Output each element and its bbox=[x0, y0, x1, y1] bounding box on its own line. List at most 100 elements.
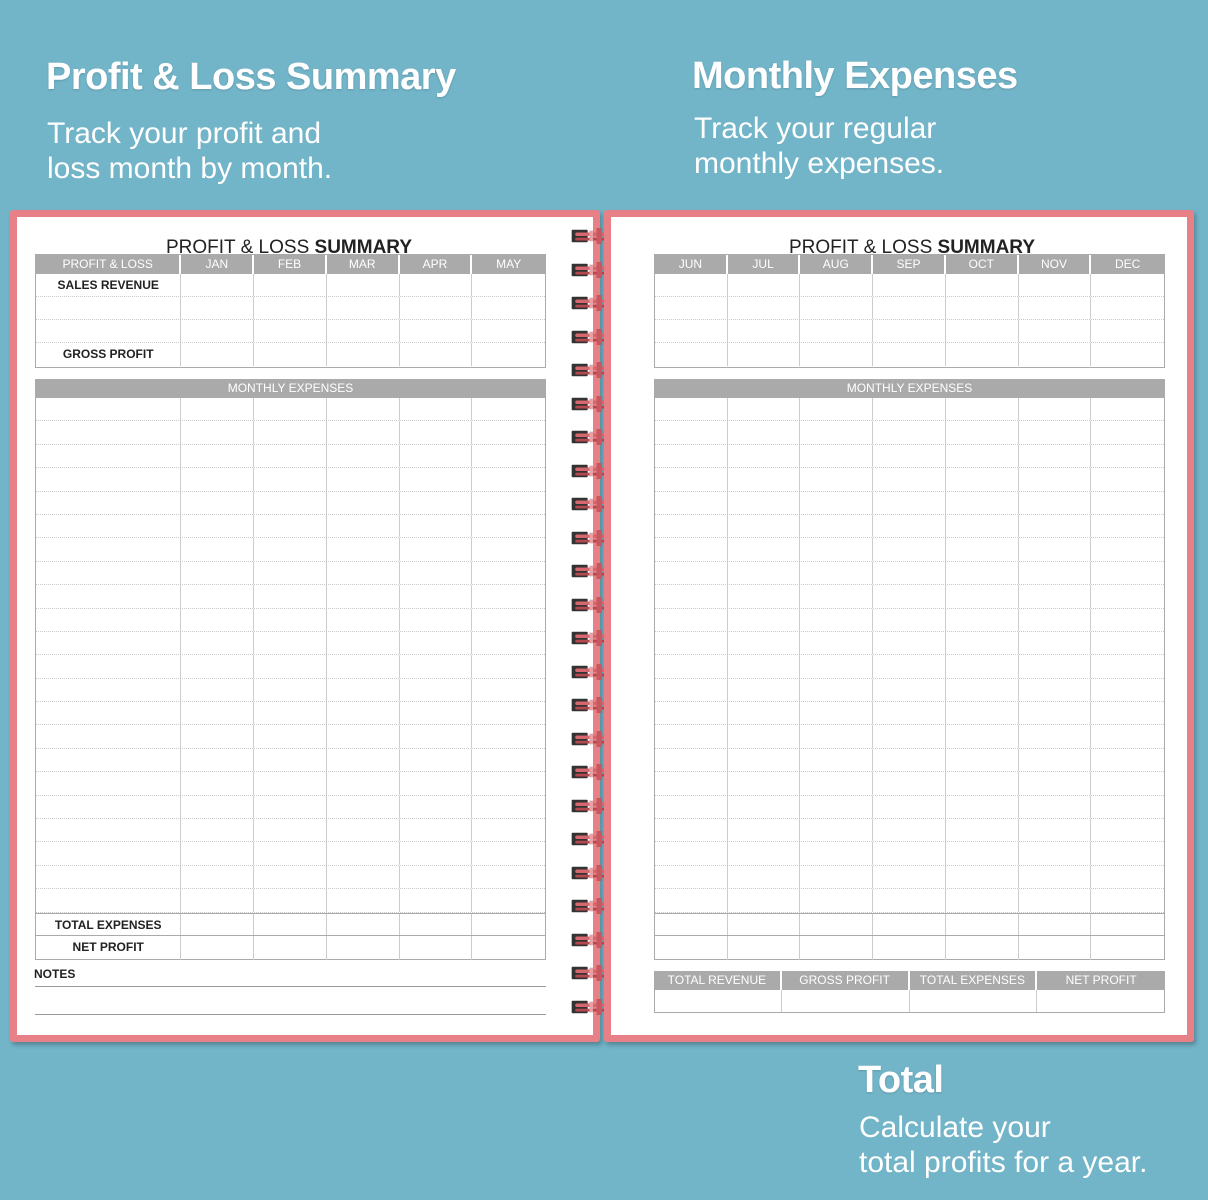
left-expense-cell[interactable] bbox=[181, 631, 255, 655]
right-expense-cell[interactable] bbox=[800, 655, 874, 678]
left-summary-cell[interactable] bbox=[254, 274, 327, 296]
left-expense-cell[interactable] bbox=[327, 468, 400, 491]
left-expense-cell[interactable] bbox=[327, 772, 400, 795]
left-expense-cell[interactable] bbox=[181, 889, 255, 912]
left-expense-cell[interactable] bbox=[472, 421, 545, 443]
left-expense-cell[interactable] bbox=[181, 561, 255, 585]
left-expense-cell[interactable] bbox=[400, 913, 473, 936]
right-expense-cell[interactable] bbox=[1019, 538, 1092, 561]
left-expense-cell[interactable] bbox=[400, 702, 473, 725]
right-expense-cell[interactable] bbox=[800, 608, 874, 631]
right-expense-cell[interactable] bbox=[728, 398, 801, 421]
right-expense-cell[interactable] bbox=[800, 561, 874, 585]
left-expense-cell[interactable] bbox=[327, 725, 400, 748]
left-expense-cell[interactable] bbox=[181, 421, 255, 444]
left-summary-cell[interactable] bbox=[254, 320, 327, 342]
left-expense-cell[interactable] bbox=[254, 561, 327, 585]
right-expense-cell[interactable] bbox=[1019, 444, 1092, 468]
left-expense-cell[interactable] bbox=[472, 445, 545, 467]
left-expense-cell[interactable] bbox=[327, 491, 400, 514]
right-expense-cell[interactable] bbox=[1091, 866, 1164, 888]
right-summary-cell[interactable] bbox=[800, 297, 874, 319]
right-expense-cell[interactable] bbox=[873, 936, 946, 960]
left-expense-cell[interactable] bbox=[254, 913, 327, 936]
left-expense-cell[interactable] bbox=[36, 491, 182, 514]
right-expense-cell[interactable] bbox=[873, 421, 946, 444]
right-summary-cell[interactable] bbox=[1019, 274, 1092, 296]
left-expense-cell[interactable] bbox=[254, 865, 327, 889]
right-expense-cell[interactable] bbox=[946, 748, 1019, 772]
right-expense-cell[interactable] bbox=[728, 491, 801, 514]
left-summary-cell[interactable] bbox=[400, 343, 473, 366]
right-expense-cell[interactable] bbox=[1019, 795, 1092, 819]
left-expense-cell[interactable] bbox=[36, 655, 182, 678]
left-expense-cell[interactable] bbox=[327, 561, 400, 585]
right-expense-cell[interactable] bbox=[1091, 515, 1164, 537]
left-expense-cell[interactable] bbox=[472, 538, 545, 560]
right-expense-cell[interactable] bbox=[655, 748, 728, 772]
left-expense-cell[interactable] bbox=[36, 514, 182, 538]
right-expense-cell[interactable] bbox=[655, 889, 728, 912]
right-expense-cell[interactable] bbox=[1019, 819, 1092, 842]
left-expense-cell[interactable] bbox=[472, 398, 545, 420]
right-expense-cell[interactable] bbox=[1091, 936, 1164, 960]
right-expense-cell[interactable] bbox=[728, 514, 801, 538]
left-expense-cell[interactable] bbox=[400, 865, 473, 889]
right-expense-cell[interactable] bbox=[655, 936, 728, 960]
right-expense-cell[interactable] bbox=[655, 444, 728, 468]
left-expense-cell[interactable] bbox=[254, 748, 327, 772]
left-expense-cell[interactable] bbox=[327, 889, 400, 912]
left-expense-cell[interactable] bbox=[254, 889, 327, 912]
right-expense-cell[interactable] bbox=[655, 491, 728, 514]
right-expense-cell[interactable] bbox=[800, 631, 874, 655]
left-summary-cell[interactable] bbox=[181, 343, 255, 366]
right-expense-cell[interactable] bbox=[728, 795, 801, 819]
left-summary-cell[interactable] bbox=[327, 297, 400, 319]
left-expense-cell[interactable] bbox=[254, 398, 327, 421]
left-expense-cell[interactable] bbox=[181, 398, 255, 421]
left-summary-cell[interactable] bbox=[400, 297, 473, 319]
left-expense-cell[interactable] bbox=[254, 655, 327, 678]
right-expense-cell[interactable] bbox=[800, 819, 874, 842]
right-summary-cell[interactable] bbox=[1019, 343, 1092, 366]
right-expense-cell[interactable] bbox=[946, 913, 1019, 936]
left-expense-cell[interactable] bbox=[400, 936, 473, 960]
right-expense-cell[interactable] bbox=[1091, 772, 1164, 794]
right-expense-cell[interactable] bbox=[655, 795, 728, 819]
right-summary-cell[interactable] bbox=[1019, 297, 1092, 319]
right-expense-cell[interactable] bbox=[873, 538, 946, 561]
right-expense-cell[interactable] bbox=[728, 608, 801, 631]
right-summary-cell[interactable] bbox=[1091, 320, 1164, 342]
right-expense-cell[interactable] bbox=[800, 913, 874, 936]
right-expense-cell[interactable] bbox=[728, 819, 801, 842]
left-expense-cell[interactable] bbox=[36, 748, 182, 772]
left-expense-cell[interactable] bbox=[327, 538, 400, 561]
right-expense-cell[interactable] bbox=[873, 561, 946, 585]
left-expense-cell[interactable] bbox=[472, 772, 545, 794]
right-expense-cell[interactable] bbox=[655, 514, 728, 538]
left-expense-cell[interactable] bbox=[327, 678, 400, 702]
right-expense-cell[interactable] bbox=[800, 468, 874, 491]
totals-value-cell[interactable] bbox=[910, 990, 1037, 1012]
left-expense-cell[interactable] bbox=[400, 514, 473, 538]
right-expense-cell[interactable] bbox=[1019, 514, 1092, 538]
left-expense-cell[interactable] bbox=[36, 561, 182, 585]
left-expense-cell[interactable] bbox=[472, 936, 545, 960]
left-expense-cell[interactable] bbox=[400, 585, 473, 608]
right-expense-cell[interactable] bbox=[655, 398, 728, 421]
right-expense-cell[interactable] bbox=[800, 795, 874, 819]
left-expense-cell[interactable] bbox=[472, 492, 545, 514]
right-expense-cell[interactable] bbox=[873, 491, 946, 514]
right-expense-cell[interactable] bbox=[873, 842, 946, 865]
left-summary-cell[interactable] bbox=[181, 320, 255, 342]
right-expense-cell[interactable] bbox=[655, 538, 728, 561]
right-expense-cell[interactable] bbox=[1091, 749, 1164, 771]
right-summary-cell[interactable] bbox=[946, 320, 1019, 342]
left-expense-cell[interactable] bbox=[327, 936, 400, 960]
left-expense-cell[interactable] bbox=[472, 796, 545, 818]
right-expense-cell[interactable] bbox=[655, 913, 728, 936]
right-summary-cell[interactable] bbox=[873, 274, 946, 296]
right-expense-cell[interactable] bbox=[873, 725, 946, 748]
right-expense-cell[interactable] bbox=[1091, 655, 1164, 677]
right-expense-cell[interactable] bbox=[800, 725, 874, 748]
